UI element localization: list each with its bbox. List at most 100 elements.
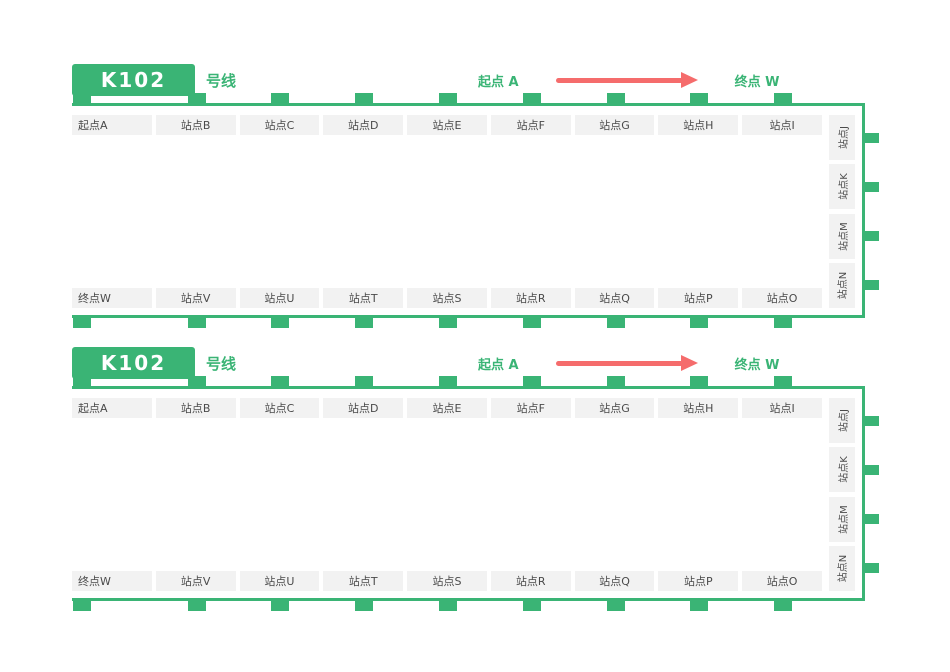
- direction-end-label: 终点 W: [734, 74, 780, 90]
- route-diagram: 起点A 站点B 站点C 站点D 站点E 站点F 站点G: [72, 376, 879, 611]
- station-cell: 站点C: [239, 398, 320, 418]
- station-tick-icon: [865, 415, 879, 426]
- right-ticks-column: [865, 115, 879, 308]
- station-tick-icon: [355, 376, 374, 386]
- route-box: 起点A 站点B 站点C 站点D 站点E 站点F 站点G: [72, 386, 865, 601]
- station-label: 站点M: [838, 221, 850, 251]
- bottom-ticks-row: [73, 318, 823, 328]
- direction-arrow-icon: [555, 72, 698, 88]
- station-cell: 站点Q: [574, 571, 655, 591]
- station-tick-icon: [606, 93, 625, 103]
- tick-slot: [659, 376, 739, 386]
- station-cell: 站点H: [658, 398, 739, 418]
- tick-slot: [241, 601, 321, 611]
- line-suffix-label: 号线: [206, 354, 237, 373]
- tick-slot: [73, 601, 153, 611]
- station-cell-vertical: 站点N: [829, 545, 855, 591]
- station-tick-icon: [73, 601, 91, 611]
- direction-arrow-icon: [555, 355, 698, 371]
- station-cell-vertical: 站点M: [829, 213, 855, 259]
- station-tick-icon: [522, 93, 541, 103]
- station-tick-icon: [187, 601, 206, 611]
- station-cell: 站点R: [490, 288, 571, 308]
- station-tick-icon: [187, 376, 206, 386]
- line-number-badge: K102: [72, 64, 195, 96]
- tick-slot: [865, 447, 879, 492]
- station-tick-icon: [522, 601, 541, 611]
- station-cell: 站点G: [574, 115, 655, 135]
- station-cell: 站点V: [155, 288, 236, 308]
- tick-slot: [576, 601, 656, 611]
- station-tick-icon: [73, 376, 91, 386]
- top-ticks-row: [73, 93, 823, 103]
- tick-slot: [576, 376, 656, 386]
- station-label: 站点K: [838, 173, 850, 201]
- tick-slot: [865, 164, 879, 209]
- station-tick-icon: [774, 93, 793, 103]
- station-cell: 站点H: [658, 115, 739, 135]
- station-tick-icon: [606, 318, 625, 328]
- tick-slot: [241, 318, 321, 328]
- station-tick-icon: [774, 376, 793, 386]
- station-tick-icon: [438, 601, 457, 611]
- tick-slot: [865, 263, 879, 308]
- arrow-body: [555, 78, 683, 83]
- station-cell: 站点U: [239, 571, 320, 591]
- tick-slot: [157, 601, 237, 611]
- station-tick-icon: [522, 318, 541, 328]
- station-tick-icon: [187, 93, 206, 103]
- tick-slot: [743, 93, 823, 103]
- tick-slot: [241, 376, 321, 386]
- tick-slot: [865, 497, 879, 542]
- tick-slot: [73, 376, 153, 386]
- right-stations-column: 站点J 站点K 站点M 站点N: [829, 115, 855, 308]
- direction-end-label: 终点 W: [734, 357, 780, 373]
- station-cell: 起点A: [72, 398, 152, 418]
- station-tick-icon: [438, 318, 457, 328]
- station-cell: 站点Q: [574, 288, 655, 308]
- station-cell: 站点O: [742, 571, 822, 591]
- route-box: 起点A 站点B 站点C 站点D 站点E 站点F 站点G: [72, 103, 865, 318]
- tick-slot: [492, 318, 572, 328]
- tick-slot: [492, 601, 572, 611]
- station-tick-icon: [865, 464, 879, 475]
- line-panel-1: K102 号线 起点 A 终点 W: [72, 64, 950, 328]
- station-cell: 站点P: [658, 571, 739, 591]
- station-cell: 站点S: [407, 288, 487, 308]
- station-cell: 站点V: [155, 571, 236, 591]
- station-label: 站点J: [838, 126, 850, 149]
- tick-slot: [157, 318, 237, 328]
- tick-slot: [73, 318, 153, 328]
- station-cell: 起点A: [72, 115, 152, 135]
- tick-slot: [324, 601, 404, 611]
- route-diagram: 起点A 站点B 站点C 站点D 站点E 站点F 站点G: [72, 93, 879, 328]
- tick-slot: [865, 214, 879, 259]
- tick-slot: [576, 318, 656, 328]
- tick-slot: [865, 115, 879, 160]
- station-tick-icon: [690, 93, 709, 103]
- tick-slot: [659, 601, 739, 611]
- tick-slot: [743, 601, 823, 611]
- station-label: 站点N: [838, 271, 850, 300]
- station-tick-icon: [690, 601, 709, 611]
- station-cell: 站点I: [742, 398, 822, 418]
- direction-indicator: 起点 A 终点 W: [478, 347, 779, 379]
- route-main-area: 起点A 站点B 站点C 站点D 站点E 站点F 站点G: [72, 115, 822, 308]
- station-cell: 站点T: [323, 288, 404, 308]
- bottom-ticks-row: [73, 601, 823, 611]
- station-tick-icon: [355, 601, 374, 611]
- station-cell: 站点F: [490, 398, 571, 418]
- tick-slot: [743, 318, 823, 328]
- tick-slot: [324, 318, 404, 328]
- station-cell: 站点F: [490, 115, 571, 135]
- station-cell: 站点U: [239, 288, 320, 308]
- tick-slot: [576, 93, 656, 103]
- bottom-stations-row: 终点W 站点V 站点U 站点T 站点S 站点R 站点Q: [72, 288, 822, 308]
- station-cell-vertical: 站点J: [829, 115, 855, 160]
- direction-start-label: 起点 A: [478, 74, 519, 90]
- station-tick-icon: [355, 318, 374, 328]
- station-tick-icon: [690, 318, 709, 328]
- route-main-area: 起点A 站点B 站点C 站点D 站点E 站点F 站点G: [72, 398, 822, 591]
- station-cell: 站点I: [742, 115, 822, 135]
